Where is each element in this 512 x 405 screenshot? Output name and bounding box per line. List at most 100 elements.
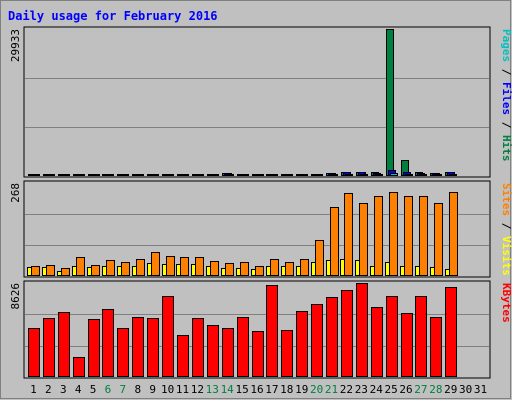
x-tick-label: 30	[459, 383, 472, 396]
x-tick-label: 4	[75, 383, 82, 396]
bar-sites-day-19	[300, 259, 309, 276]
bar-pages-day-3	[62, 174, 70, 176]
x-tick-label: 2	[45, 383, 52, 396]
bar-kbytes-day-20	[311, 304, 323, 377]
bar-pages-day-24	[375, 174, 383, 176]
bar-pages-day-2	[47, 174, 55, 176]
series-pages	[32, 173, 457, 176]
bar-kbytes-day-10	[162, 296, 174, 377]
bar-kbytes-day-25	[386, 296, 398, 377]
bar-pages-day-8	[136, 174, 144, 176]
bar-kbytes-day-28	[430, 317, 442, 377]
bar-kbytes-day-9	[147, 318, 159, 377]
bar-pages-day-9	[151, 174, 159, 176]
bar-kbytes-day-17	[266, 285, 278, 377]
bar-sites-day-10	[166, 256, 175, 276]
bar-sites-day-27	[419, 196, 428, 276]
bar-sites-day-9	[151, 252, 160, 276]
bar-pages-day-28	[434, 174, 442, 176]
x-tick-label: 20	[310, 383, 323, 396]
bar-pages-day-11	[181, 174, 189, 176]
bar-sites-day-12	[195, 257, 204, 276]
bar-pages-day-23	[360, 174, 368, 176]
bar-pages-day-13	[211, 174, 219, 176]
bar-kbytes-day-15	[237, 317, 249, 377]
bar-kbytes-day-13	[207, 325, 219, 377]
x-tick-label: 3	[60, 383, 67, 396]
axis-label-part: /	[500, 115, 512, 135]
bar-sites-day-29	[449, 192, 458, 276]
x-tick-label: 25	[385, 383, 398, 396]
bar-sites-day-22	[344, 193, 353, 276]
bar-pages-day-20	[315, 174, 323, 176]
bar-kbytes-day-16	[252, 331, 264, 377]
x-tick-label: 22	[340, 383, 353, 396]
bar-sites-day-28	[434, 203, 443, 276]
y-max-label-kbytes: 8626	[9, 283, 22, 310]
bar-kbytes-day-3	[58, 312, 70, 377]
x-tick-label: 24	[370, 383, 384, 396]
axis-label-part: Sites	[500, 183, 512, 216]
y-max-label-visits: 268	[9, 183, 22, 203]
bar-pages-day-21	[330, 174, 338, 176]
bar-sites-day-21	[330, 207, 339, 276]
bar-kbytes-day-19	[296, 311, 308, 377]
bar-pages-day-12	[196, 174, 204, 176]
axis-label-part: Visits	[500, 236, 512, 276]
bar-sites-day-4	[76, 257, 85, 276]
bar-sites-day-17	[270, 259, 279, 276]
x-tick-label: 5	[90, 383, 97, 396]
bar-sites-day-20	[315, 240, 324, 276]
bar-pages-day-26	[405, 174, 413, 176]
x-tick-label: 17	[265, 383, 278, 396]
bar-sites-day-3	[61, 268, 70, 276]
axis-label-part: Hits	[500, 135, 512, 162]
bar-sites-day-6	[106, 260, 115, 276]
axis-label-kbytes: KBytes	[500, 283, 512, 323]
bar-kbytes-day-1	[28, 328, 40, 377]
bar-kbytes-day-7	[117, 328, 129, 377]
axis-label-visits: Sites / Visits	[500, 183, 512, 276]
bar-pages-day-17	[270, 174, 278, 176]
bar-kbytes-day-4	[73, 357, 85, 377]
bar-sites-day-11	[180, 257, 189, 276]
bar-sites-day-16	[255, 266, 264, 276]
bar-pages-day-25	[390, 173, 398, 176]
bar-kbytes-day-2	[43, 318, 55, 377]
bar-kbytes-day-26	[401, 313, 413, 377]
bar-sites-day-13	[210, 261, 219, 276]
chart-title: Daily usage for February 2016	[8, 9, 218, 23]
x-axis-labels: 1 2 3 4 5 6 7 8 9 10 11 12 13 14 15 16 17 18 19 20 21 22 23 24 2…	[30, 383, 487, 396]
axis-label-part: KBytes	[500, 283, 512, 323]
x-tick-label: 31	[474, 383, 487, 396]
bar-kbytes-day-24	[371, 307, 383, 377]
bar-pages-day-1	[32, 174, 40, 176]
x-tick-label: 12	[191, 383, 204, 396]
x-tick-label: 1	[30, 383, 37, 396]
axis-label-hits: Pages / Files / Hits	[500, 29, 512, 162]
x-tick-label: 26	[399, 383, 412, 396]
bar-pages-day-15	[241, 174, 249, 176]
x-tick-label: 13	[206, 383, 219, 396]
x-tick-label: 28	[429, 383, 442, 396]
axis-label-part: /	[500, 62, 512, 82]
x-tick-label: 8	[134, 383, 141, 396]
bar-kbytes-day-11	[177, 335, 189, 377]
bar-kbytes-day-23	[356, 283, 368, 377]
x-tick-label: 23	[355, 383, 368, 396]
bar-pages-day-29	[449, 174, 457, 176]
x-tick-label: 16	[250, 383, 263, 396]
bar-pages-day-10	[166, 174, 174, 176]
series-sites	[31, 192, 458, 276]
x-tick-label: 19	[295, 383, 308, 396]
bar-pages-day-14	[226, 174, 234, 176]
bar-kbytes-day-29	[445, 287, 457, 377]
bar-kbytes-day-27	[415, 296, 427, 377]
bar-pages-day-7	[121, 174, 129, 176]
bar-sites-day-1	[31, 266, 40, 276]
bar-sites-day-5	[91, 265, 100, 276]
bar-sites-day-18	[285, 262, 294, 276]
series-kbytes	[28, 283, 457, 377]
